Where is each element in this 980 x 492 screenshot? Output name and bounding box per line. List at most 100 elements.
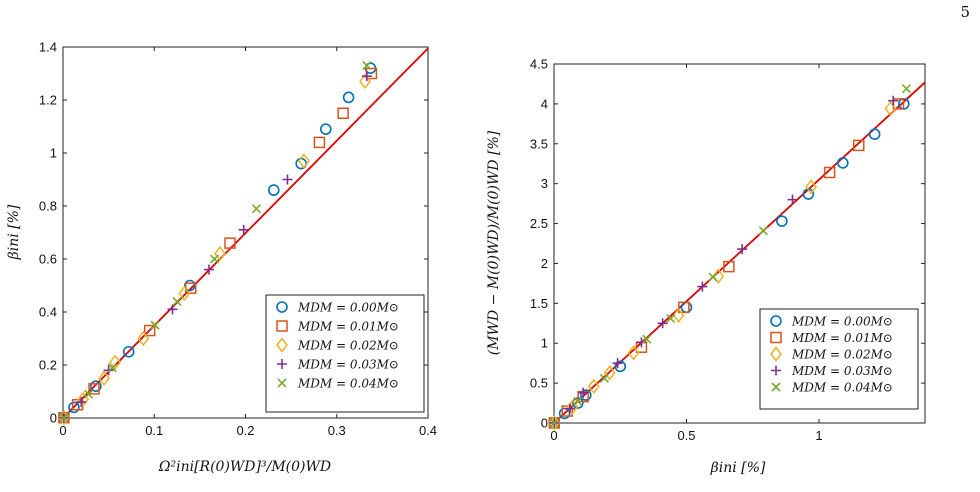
data-point-diamond — [805, 179, 817, 195]
data-point-circle — [579, 389, 592, 401]
data-point-cross — [901, 84, 912, 94]
data-point-diamond — [603, 365, 616, 381]
data-point-plus — [657, 318, 668, 329]
legend-marker-cross — [277, 378, 287, 388]
right-y-ticks: 0 0.5 1 1.5 2 2.5 3 3.5 4 4.5 — [530, 57, 925, 431]
data-point-plus — [888, 95, 899, 106]
y-tick-label: 0.2 — [39, 358, 57, 373]
left-chart: 0 0.1 0.2 0.3 0.4 0 0.2 0.4 0.6 0.8 1 1.2 1.4 βini … — [6, 40, 437, 476]
y-tick-label: 0.8 — [39, 199, 57, 214]
x-tick-label: 0 — [59, 423, 66, 438]
legend-marker-square — [276, 320, 288, 332]
legend-label: MDM = 0.03M⊙ — [791, 364, 893, 378]
y-tick-label: 3 — [541, 176, 548, 191]
data-point-plus — [238, 224, 249, 235]
y-tick-label: 0 — [541, 416, 548, 431]
legend-label: MDM = 0.00M⊙ — [297, 301, 399, 315]
left-x-axis-label: Ω²ini[R(0)WD]³/M(0)WD — [158, 459, 331, 475]
data-point-square — [224, 237, 236, 249]
data-point-circle — [68, 401, 80, 414]
legend-label: MDM = 0.03M⊙ — [297, 358, 399, 372]
right-x-axis-label: βini [%] — [710, 460, 766, 476]
left-y-axis-label: βini [%] — [6, 204, 22, 260]
data-point-cross — [107, 363, 117, 373]
data-point-diamond — [109, 354, 121, 371]
legend-label: MDM = 0.00M⊙ — [791, 315, 893, 329]
data-point-plus — [737, 244, 748, 255]
legend-label: MDM = 0.04M⊙ — [297, 377, 399, 391]
left-legend: MDM = 0.00M⊙ MDM = 0.01M⊙ MDM = 0.02M⊙ MDM … — [265, 294, 425, 413]
y-tick-label: 0.4 — [39, 305, 57, 320]
data-point-plus — [787, 194, 798, 205]
right-legend-box — [759, 308, 919, 410]
data-point-cross — [666, 313, 676, 324]
data-point-square — [678, 301, 690, 314]
data-point-circle — [319, 123, 332, 135]
data-point-circle — [122, 345, 135, 358]
data-point-diamond — [137, 330, 150, 347]
legend-label: MDM = 0.02M⊙ — [791, 348, 893, 362]
data-point-plus — [564, 403, 575, 414]
data-point-cross — [599, 373, 609, 383]
data-point-square — [853, 139, 865, 152]
data-point-cross — [251, 204, 262, 214]
data-point-cross — [758, 226, 768, 236]
data-point-plus — [282, 174, 293, 185]
legend-label: MDM = 0.01M⊙ — [297, 320, 399, 334]
legend-marker-diamond — [276, 337, 288, 353]
y-tick-label: 1.5 — [530, 296, 548, 311]
x-tick-label: 0.4 — [419, 423, 437, 438]
data-point-plus — [578, 387, 589, 398]
y-tick-label: 1.4 — [39, 40, 57, 55]
data-point-plus — [167, 304, 178, 315]
data-point-square — [561, 405, 573, 417]
data-point-diamond — [98, 370, 111, 386]
right-legend: MDM = 0.00M⊙ MDM = 0.01M⊙ MDM = 0.02M⊙ MDM … — [759, 308, 919, 410]
legend-label: MDM = 0.04M⊙ — [791, 381, 893, 395]
data-point-cross — [708, 272, 718, 282]
legend-marker-diamond — [770, 346, 782, 362]
left-legend-box — [265, 294, 425, 413]
data-point-circle — [184, 279, 196, 292]
y-tick-label: 3.5 — [530, 136, 548, 151]
right-chart: 0 0.5 1 0 0.5 1 1.5 2 2.5 3 3.5 4 4.5 (MWD − M(0)WD… — [486, 57, 926, 476]
y-tick-label: 2.5 — [530, 216, 548, 231]
data-point-square — [143, 324, 156, 337]
legend-marker-square — [770, 331, 782, 344]
data-point-circle — [614, 360, 627, 373]
data-point-square — [723, 260, 735, 273]
data-point-plus — [204, 264, 214, 275]
x-tick-label: 0 — [550, 428, 557, 443]
x-tick-label: 1 — [815, 428, 822, 443]
data-point-cross — [59, 413, 69, 423]
y-tick-label: 0 — [50, 411, 57, 426]
data-point-plus — [76, 397, 87, 408]
data-point-cross — [549, 418, 559, 428]
data-point-plus — [636, 337, 647, 348]
y-tick-label: 1 — [50, 146, 57, 161]
right-y-axis-label: (MWD − M(0)WD)/M(0)WD [%] — [486, 130, 502, 355]
x-tick-label: 0.3 — [328, 423, 346, 438]
right-data-points — [548, 84, 912, 431]
legend-label: MDM = 0.01M⊙ — [791, 331, 893, 345]
data-point-circle — [342, 91, 355, 104]
data-point-circle — [837, 157, 849, 169]
data-point-square — [337, 107, 349, 119]
legend-label: MDM = 0.02M⊙ — [297, 339, 399, 353]
page-number: 5 — [960, 3, 970, 21]
y-tick-label: 0.5 — [530, 376, 548, 391]
left-data-points — [57, 60, 378, 426]
left-y-ticks: 0 0.2 0.4 0.6 0.8 1 1.2 1.4 — [39, 40, 428, 426]
y-tick-label: 1 — [541, 336, 548, 351]
y-tick-label: 1.2 — [39, 93, 57, 108]
data-point-cross — [573, 396, 583, 407]
y-tick-label: 4.5 — [530, 57, 548, 72]
data-point-diamond — [627, 345, 640, 361]
data-point-cross — [83, 389, 94, 399]
data-point-diamond — [178, 285, 191, 302]
data-point-cross — [642, 334, 652, 344]
data-point-diamond — [884, 100, 897, 117]
data-point-circle — [90, 380, 102, 393]
data-point-cross — [209, 254, 220, 264]
